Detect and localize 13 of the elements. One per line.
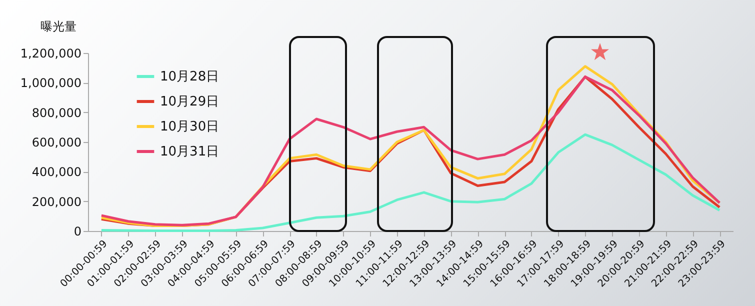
y-tick-label: 1,000,000: [20, 76, 82, 90]
y-tick-label: 800,000: [32, 106, 82, 120]
y-tick-label: 0: [74, 224, 82, 238]
y-tick-label: 1,200,000: [20, 46, 82, 60]
legend-label: 10月29日: [160, 94, 220, 110]
y-tick-label: 200,000: [32, 194, 82, 209]
legend-label: 10月28日: [160, 70, 220, 84]
y-tick-label: 600,000: [32, 136, 82, 150]
legend-label: 10月31日: [160, 144, 220, 160]
line-series: [100, 133, 721, 232]
legend-label: 10月30日: [160, 120, 220, 134]
y-axis-title: 曝光量: [40, 20, 76, 34]
y-tick-label: 400,000: [32, 165, 82, 180]
